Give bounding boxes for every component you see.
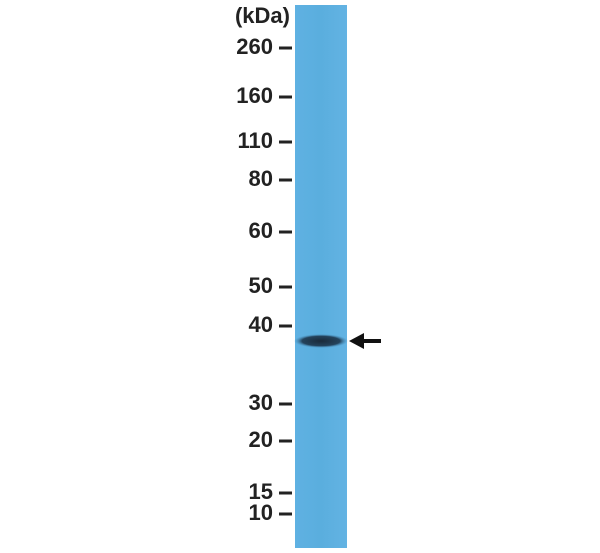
marker-label: 15 [249, 479, 273, 504]
marker-label: 260 [236, 34, 273, 59]
unit-label: (kDa) [235, 3, 290, 28]
arrow [349, 333, 381, 349]
marker-label: 50 [249, 273, 273, 298]
marker-label: 30 [249, 390, 273, 415]
marker-label: 20 [249, 427, 273, 452]
gel-lane [295, 5, 347, 548]
marker-label: 60 [249, 218, 273, 243]
marker-label: 160 [236, 83, 273, 108]
protein-band [294, 334, 348, 348]
marker-label: 80 [249, 166, 273, 191]
marker-label: 110 [238, 128, 274, 153]
marker-label: 40 [249, 312, 273, 337]
marker-label: 10 [249, 500, 273, 525]
